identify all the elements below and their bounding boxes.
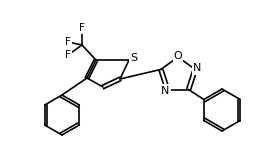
Text: O: O [174, 51, 182, 61]
Text: F: F [65, 37, 71, 47]
Text: F: F [79, 23, 85, 33]
Text: N: N [161, 85, 170, 96]
Text: F: F [65, 50, 71, 60]
Text: S: S [130, 53, 138, 63]
Text: N: N [193, 63, 201, 73]
